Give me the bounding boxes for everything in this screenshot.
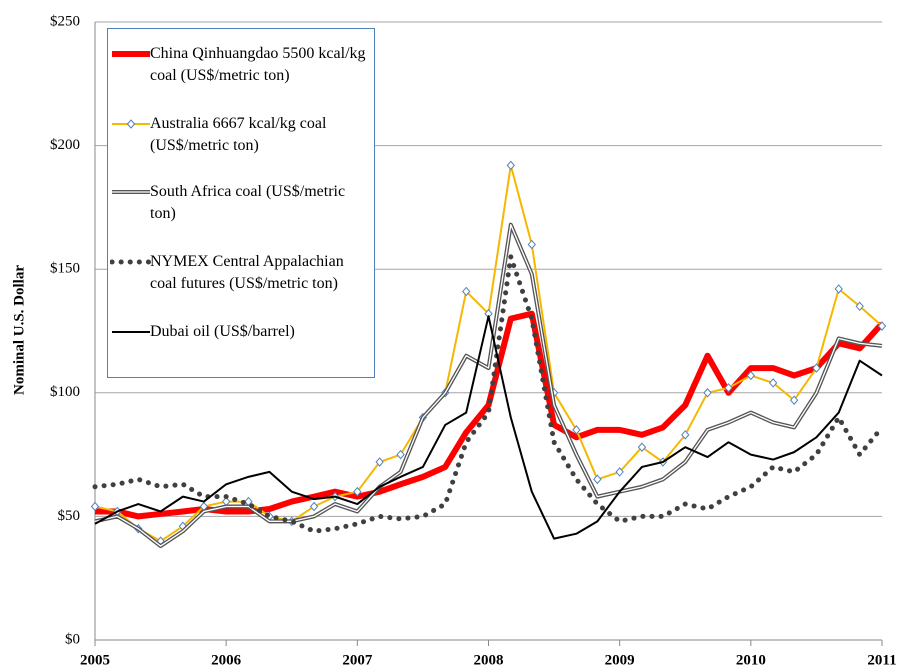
x-tick-label: 2010 <box>736 652 766 668</box>
legend-label: South Africa coal (US$/metric ton) <box>150 183 346 222</box>
data-point <box>681 430 690 440</box>
x-tick-label: 2006 <box>211 652 242 668</box>
y-tick-label: $50 <box>58 508 81 524</box>
data-point <box>855 301 864 312</box>
data-point <box>527 239 536 250</box>
series-line <box>94 315 883 540</box>
legend-label: NYMEX Central Appalachian coal futures (… <box>150 253 344 292</box>
data-point <box>309 501 319 512</box>
data-point <box>812 363 821 373</box>
x-tick-label: 2008 <box>474 652 504 668</box>
legend-icon <box>112 51 150 57</box>
data-point <box>462 286 471 297</box>
x-tick-label: 2005 <box>80 652 110 668</box>
y-tick-label: $200 <box>50 137 80 153</box>
data-point <box>834 284 843 294</box>
y-tick-label: $100 <box>50 384 80 400</box>
legend-label: Australia 6667 kcal/kg coal (US$/metric … <box>150 115 327 154</box>
series-line <box>95 310 885 520</box>
data-point <box>724 383 733 393</box>
legend-icon <box>112 331 150 333</box>
y-tick-label: $0 <box>65 631 80 647</box>
data-point <box>703 388 712 398</box>
x-tick-label: 2009 <box>605 652 635 668</box>
data-point <box>506 160 515 171</box>
data-point <box>637 442 647 452</box>
series-line <box>92 254 885 534</box>
data-point <box>572 425 581 435</box>
data-point <box>615 467 624 477</box>
data-point <box>593 474 602 485</box>
x-tick-label: 2011 <box>867 652 896 668</box>
legend: China Qinhuangdao 5500 kcal/kg coal (US$… <box>107 28 375 378</box>
legend-icon <box>112 190 150 194</box>
series-line-inner <box>94 224 883 547</box>
data-point <box>789 395 799 405</box>
y-axis-label: Nominal U.S. Dollar <box>11 265 27 395</box>
legend-marker <box>126 119 136 129</box>
legend-label: Dubai oil (US$/barrel) <box>150 323 295 340</box>
data-point <box>877 321 887 331</box>
legend-icon <box>110 259 152 265</box>
data-point <box>375 457 384 467</box>
data-point <box>396 449 405 460</box>
y-tick-label: $250 <box>50 13 80 29</box>
x-tick-label: 2007 <box>342 652 373 668</box>
data-point <box>768 378 778 388</box>
legend-label: China Qinhuangdao 5500 kcal/kg coal (US$… <box>150 45 366 84</box>
y-tick-label: $150 <box>50 261 80 277</box>
data-point <box>353 486 362 497</box>
data-point <box>90 501 100 512</box>
data-point <box>746 370 755 381</box>
legend-icon <box>112 119 150 129</box>
